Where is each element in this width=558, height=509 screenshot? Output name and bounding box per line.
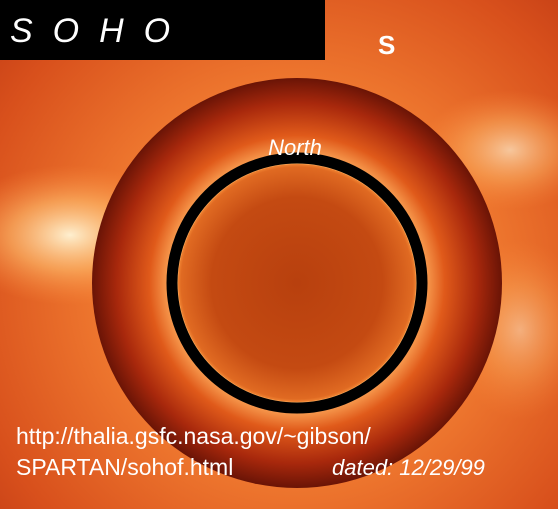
logo-bar <box>0 0 325 60</box>
corner-letter: S <box>378 30 395 60</box>
black-ring <box>166 152 428 414</box>
direction-label: North <box>268 135 322 160</box>
logo: SOHO <box>10 12 190 50</box>
date-label: dated: 12/29/99 <box>332 455 485 480</box>
sun-disk <box>178 164 416 402</box>
url-line: http://thalia.gsfc.nasa.gov/~gibson/ <box>16 423 371 449</box>
url-line: SPARTAN/sohof.html <box>16 454 233 480</box>
